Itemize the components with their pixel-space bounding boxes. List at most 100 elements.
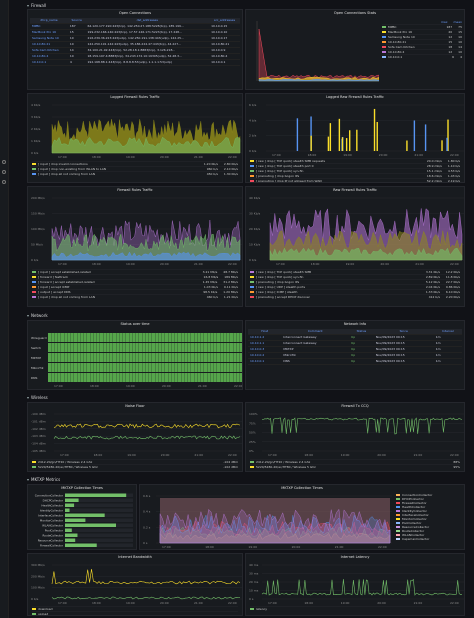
table-row: MacBook Pro 16 15 199.232.166.140:443(tcp)… — [30, 29, 240, 36]
y-tick-label: -104 dBm — [31, 442, 46, 446]
legend-swatch — [250, 271, 254, 273]
status-cell — [239, 343, 242, 352]
explore-icon[interactable] — [2, 180, 6, 184]
status-cell — [152, 333, 155, 342]
table-cell: 192.168.88.1:443(tcp), 8.8.8.8:53(udp), … — [85, 59, 210, 66]
chart-legend: 2412-20/gn/HT20 / Wireless 2.4 Ghz 88% 522… — [250, 459, 460, 469]
panel-logged-raw-firewall-rules: Logged Raw Firewall Rules Traffic 6 b/s 4… — [245, 93, 465, 183]
y-tick-label: 10 Kb/s — [249, 243, 261, 247]
x-tick-label: 20:00 — [380, 262, 389, 266]
legend-label: ResourceCollector — [402, 525, 430, 529]
legend-item: 10.10.80.4 12 10 — [382, 49, 462, 54]
legend-value: 1.33 Kb/s — [425, 290, 440, 294]
status-cell — [207, 353, 211, 362]
legend-value: 2.10 Kb/s — [223, 167, 238, 171]
legend-value: 48.7 Mb/s — [223, 270, 238, 274]
bar-label: PoolCollector — [45, 529, 64, 533]
status-cell — [181, 333, 185, 342]
x-tick-label: 21:00 — [194, 601, 203, 605]
section-row-firewall[interactable]: ▾ Firewall — [27, 2, 467, 9]
status-cell — [197, 363, 201, 372]
status-cell — [220, 333, 224, 342]
status-cell — [113, 363, 116, 372]
status-cell — [213, 353, 217, 362]
legend-values: 20.0 mb/s 1.80 b/s — [421, 159, 460, 163]
table-row: 10.10.0.1 DNS Up Nov/09/2023 09:15 1m — [248, 358, 462, 365]
legend-header: max mean — [382, 20, 462, 24]
status-cell — [174, 333, 178, 342]
section-row-network[interactable]: ▾ Network — [27, 312, 467, 319]
legend-name: [ input ] drop all not coming from LAN — [32, 295, 95, 299]
table-cell: Up — [349, 346, 374, 353]
y-tick-label: 0% — [249, 449, 254, 453]
status-cell — [126, 373, 129, 382]
dashboards-icon[interactable] — [2, 170, 6, 174]
legend-value: 189 Mb/s — [224, 275, 238, 279]
legend-item: [ forward ] fasttrack 16.8 Mb/s 189 Mb/s — [32, 274, 238, 279]
section-row-mktxp[interactable]: ▾ MKTXP Metrics — [27, 476, 467, 483]
x-tick-label: 18:00 — [92, 601, 101, 605]
legend-name: 10.10.80.4 — [382, 50, 404, 54]
table-cell: 10.10.0.3 — [248, 346, 282, 353]
status-cell — [230, 333, 233, 342]
panel-internet-latency: Internet Latency 40 ms 30 ms 20 ms 10 ms 0 s… — [245, 553, 465, 616]
bar — [65, 508, 70, 512]
table-cell: DNS — [281, 358, 350, 365]
tx-ccq-chart: 100% 75% 50% 25% 0% 17:00 18:00 19:00 20:00 21:00… — [249, 412, 464, 457]
panel-title: Internet Latency — [340, 555, 370, 559]
legend-label: IdentityCollector — [402, 509, 427, 513]
status-over-time-chart: Wireguard Switch MKTXP MikroTik DNS 17:00 18:0… — [31, 333, 242, 388]
status-cell — [109, 363, 113, 372]
y-tick-label: 4 b/s — [249, 118, 257, 122]
y-tick-label: 1 Kb/s — [31, 139, 41, 143]
status-cell — [67, 363, 71, 372]
legend-column-header: max — [440, 20, 448, 24]
status-cell — [103, 343, 107, 352]
status-cell — [129, 363, 133, 372]
legend-item: Samsung Note 10 12 10 — [382, 34, 462, 39]
status-cell — [139, 353, 142, 362]
x-tick-label: 22:00 — [450, 601, 459, 605]
x-tick-label: 18:00 — [92, 262, 101, 266]
status-cell — [187, 373, 191, 382]
status-cell — [213, 373, 217, 382]
legend-swatch — [32, 173, 36, 175]
mktxp-line-chart: 0.6 s 0.4 s 0.2 s 0 s 17:00 18:00 19:00 20:00 21… — [143, 494, 392, 549]
bar-track — [65, 498, 133, 502]
status-cell — [61, 373, 64, 382]
status-cell — [122, 333, 126, 342]
legend-label: [ raw ] drop [ ICMP ] stealth — [256, 290, 298, 294]
status-cell — [103, 333, 107, 342]
legend-item: [ input ] drop all not coming from LAN 45… — [32, 171, 238, 176]
status-cell — [148, 333, 152, 342]
section-row-wireless[interactable]: ▾ Wireless — [27, 394, 467, 401]
x-tick-label: 22:00 — [228, 453, 237, 457]
x-tick-label: 19:00 — [341, 601, 350, 605]
status-cell — [74, 343, 77, 352]
status-cell — [230, 363, 233, 372]
search-icon[interactable] — [2, 160, 6, 164]
legend-name: [ output ] accept DNS — [32, 290, 71, 294]
status-cell — [184, 333, 188, 342]
status-cell — [109, 373, 113, 382]
status-cell — [184, 353, 188, 362]
status-cell — [233, 343, 237, 352]
x-tick-label: 21:00 — [198, 384, 207, 388]
status-cell — [158, 343, 162, 352]
open-connections-stats-chart — [256, 21, 379, 82]
legend-name: latency — [250, 607, 267, 611]
legend-label: [ raw ] drop [ TCP quick] syn-fin — [256, 169, 304, 173]
y-tick-label: 200 Mb/s — [31, 574, 45, 578]
legend-value: 15.1 mb/s — [426, 169, 442, 173]
table-row: 10.10.80.21 10 142.250.191.142:443(udp), 3… — [30, 41, 240, 48]
status-cell — [119, 373, 123, 382]
status-cell — [64, 333, 68, 342]
legend-values: 98.5 Kb/s 1.20 Mb/s — [197, 290, 238, 294]
y-tick-label: 6 b/s — [249, 103, 257, 107]
spike-bar — [447, 119, 449, 151]
status-cell — [61, 353, 64, 362]
status-cell — [126, 333, 129, 342]
series-line — [53, 423, 241, 429]
legend-label: CapsmanCollector — [402, 537, 430, 541]
